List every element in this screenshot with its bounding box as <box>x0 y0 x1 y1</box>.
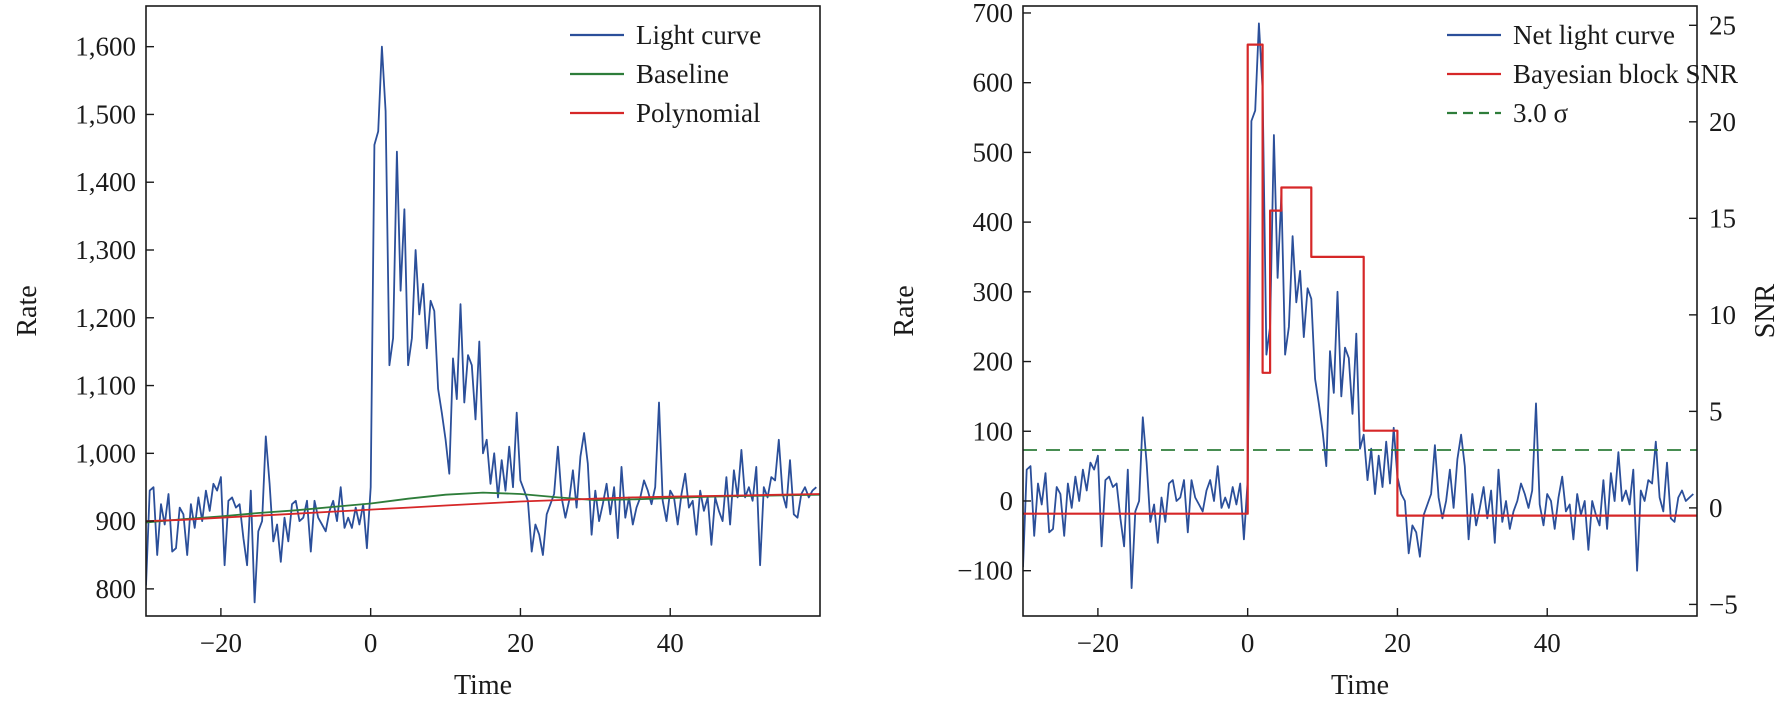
legend-entry-2: 3.0 σ <box>1513 98 1569 128</box>
y2-tick-label: 0 <box>1709 493 1723 523</box>
y-axis-label: Rate <box>889 285 920 336</box>
y2-tick-label: −5 <box>1709 589 1738 619</box>
y2-tick-label: 20 <box>1709 107 1736 137</box>
x-axis-label: Time <box>1331 670 1389 701</box>
y-tick-label: 600 <box>973 68 1014 98</box>
x-tick-label: 20 <box>507 628 534 658</box>
y-tick-label: 300 <box>973 277 1014 307</box>
y-tick-label: 0 <box>1000 486 1014 516</box>
y2-axis-label: SNR <box>1750 283 1781 338</box>
y-tick-label: 1,500 <box>75 99 136 129</box>
x-tick-label: 0 <box>1241 628 1255 658</box>
plot-frame <box>1022 5 1698 617</box>
y-tick-label: 400 <box>973 207 1014 237</box>
y-tick-label: 1,100 <box>75 371 136 401</box>
y-tick-label: 100 <box>973 416 1014 446</box>
y-tick-label: 1,400 <box>75 167 136 197</box>
y-tick-label: 1,000 <box>75 438 136 468</box>
y-tick-label: 700 <box>973 0 1014 28</box>
y-tick-label: 500 <box>973 137 1014 167</box>
plot-area <box>1023 22 1697 589</box>
net-light-curve-chart: −20 0 20 40 −100 0 100 200 300 400 500 600 700 −5 0 5 10… <box>889 0 1781 701</box>
x-tick-label: 20 <box>1384 628 1411 658</box>
series-1-line <box>1023 43 1697 517</box>
y-tick-label: 200 <box>973 347 1014 377</box>
legend-entry-1: Baseline <box>636 59 729 89</box>
plot-frame <box>145 5 821 617</box>
y2-tick-label: 5 <box>1709 396 1723 426</box>
legend-entry-0: Light curve <box>636 20 761 50</box>
y-tick-label: 1,200 <box>75 303 136 333</box>
y-tick-label: 800 <box>96 574 137 604</box>
x-tick-label: 40 <box>1534 628 1561 658</box>
y-tick-label: −100 <box>957 556 1013 586</box>
light-curve-chart: −20 0 20 40 800 900 1,000 1,100 1,200 1,300 1,400 1… <box>12 5 821 701</box>
series-2-line <box>146 493 820 522</box>
x-axis-label: Time <box>454 670 512 701</box>
legend-entry-0: Net light curve <box>1513 20 1675 50</box>
y-tick-label: 1,600 <box>75 32 136 62</box>
x-tick-label: 0 <box>364 628 378 658</box>
y2-tick-label: 25 <box>1709 10 1736 40</box>
x-tick-label: −20 <box>200 628 242 658</box>
y-tick-label: 900 <box>96 506 137 536</box>
legend-entry-2: Polynomial <box>636 98 761 128</box>
plot-area <box>146 45 820 604</box>
legend-entry-1: Bayesian block SNR <box>1513 59 1738 89</box>
y2-tick-label: 15 <box>1709 203 1736 233</box>
x-tick-label: −20 <box>1077 628 1119 658</box>
x-tick-label: 40 <box>657 628 684 658</box>
y2-tick-label: 10 <box>1709 300 1736 330</box>
series-0-line <box>146 45 817 604</box>
series-0-line <box>1023 22 1694 589</box>
y-tick-label: 1,300 <box>75 235 136 265</box>
y-axis-label: Rate <box>12 285 43 336</box>
